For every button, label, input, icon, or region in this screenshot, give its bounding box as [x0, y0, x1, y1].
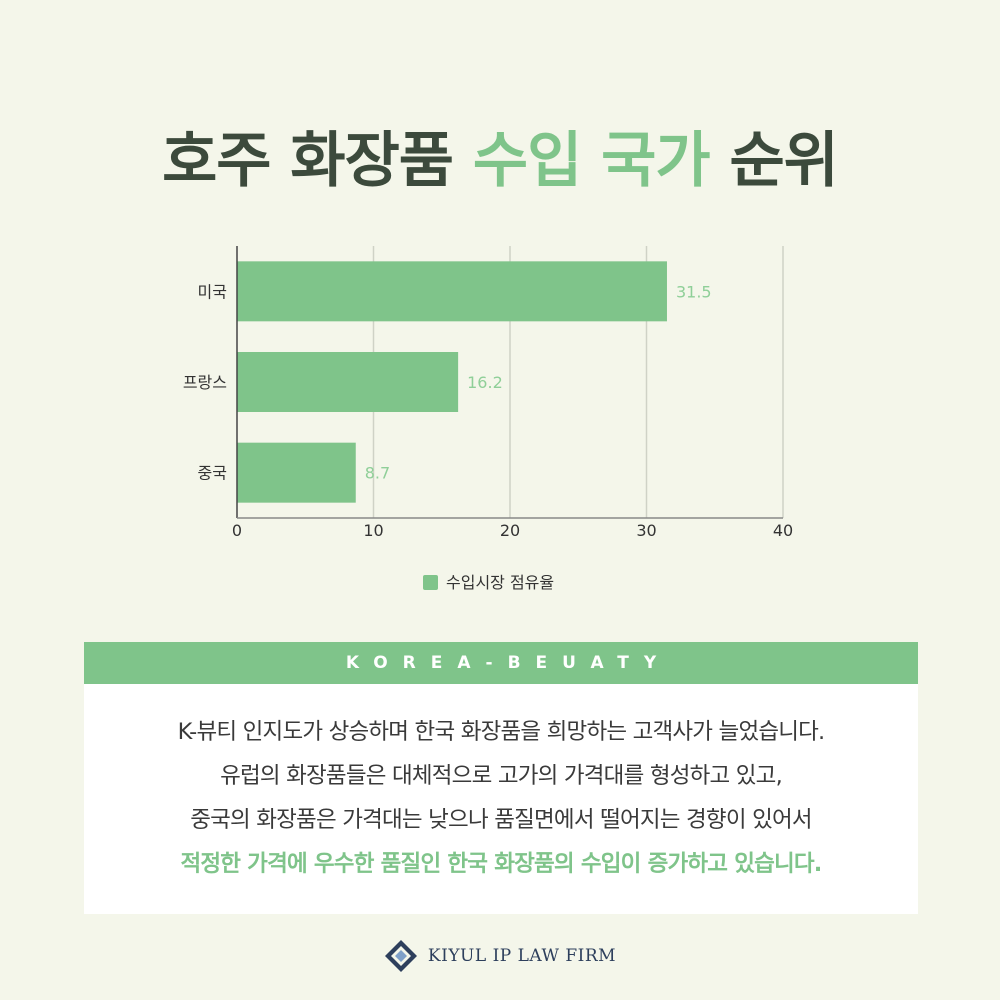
korea-beauty-banner: KOREA-BEUATY [84, 642, 918, 684]
x-tick-label-0: 0 [232, 521, 242, 540]
page-title: 호주 화장품 수입 국가 순위 [0, 112, 1000, 199]
brand-name: KIYUL IP LAW FIRM [427, 946, 617, 966]
y-category-label-1: 프랑스 [183, 373, 227, 392]
title-part1: 호주 화장품 [162, 126, 473, 196]
footer: KIYUL IP LAW FIRM [0, 934, 1000, 978]
y-category-label-2: 중국 [198, 464, 227, 483]
x-tick-label-20: 20 [500, 521, 520, 540]
x-tick-label-30: 30 [636, 521, 656, 540]
bar-value-label-1: 16.2 [467, 373, 503, 392]
chart-bars: 31.5 16.2 8.7 [237, 261, 712, 503]
title-highlight: 수입 국가 [472, 126, 711, 196]
chart-legend: 수입시장 점유율 [423, 573, 554, 592]
bar-1 [237, 352, 459, 412]
diamond-logo-icon [384, 940, 417, 972]
bar-value-label-0: 31.5 [676, 282, 712, 301]
bar-2 [237, 442, 356, 503]
legend-swatch [423, 575, 438, 590]
legend-label: 수입시장 점유율 [446, 573, 554, 592]
description-line-2: 유럽의 화장품들은 대체적으로 고가의 가격대를 형성하고 있고, [220, 763, 783, 789]
description-box: K-뷰티 인지도가 상승하며 한국 화장품을 희망하는 고객사가 늘었습니다. … [84, 684, 918, 914]
bar-value-label-2: 8.7 [365, 464, 390, 483]
y-category-label-0: 미국 [198, 282, 227, 301]
title-part2: 순위 [709, 126, 838, 196]
bar-0 [237, 261, 667, 322]
x-tick-label-10: 10 [363, 521, 383, 540]
banner-label: KOREA-BEUATY [345, 653, 672, 673]
description-highlight: 적정한 가격에 우수한 품질인 한국 화장품의 수입이 증가하고 있습니다. [180, 851, 822, 877]
description-line-1: K-뷰티 인지도가 상승하며 한국 화장품을 희망하는 고객사가 늘었습니다. [177, 719, 826, 745]
description-line-3: 중국의 화장품은 가격대는 낮으나 품질면에서 떨어지는 경향이 있어서 [190, 807, 812, 833]
x-tick-label-40: 40 [773, 521, 793, 540]
